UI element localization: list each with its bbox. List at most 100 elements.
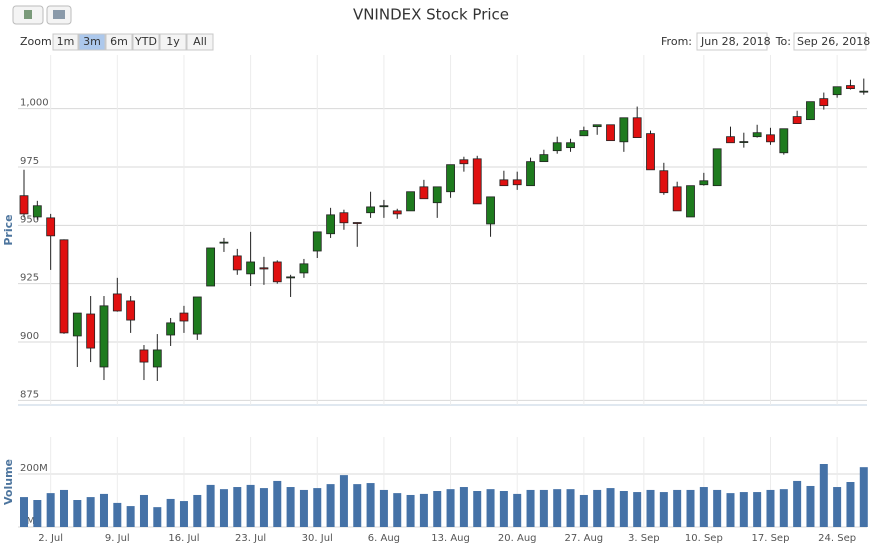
candle-body <box>792 116 802 124</box>
to-input[interactable] <box>793 32 867 51</box>
zoom-button[interactable] <box>132 33 160 51</box>
volume-bar <box>46 493 55 527</box>
volume-bar <box>299 489 308 527</box>
volume-bar <box>233 487 242 527</box>
volume-bar <box>286 487 295 527</box>
x-tick-label: 2. Jul <box>38 533 63 544</box>
volume-bar <box>339 475 348 527</box>
volume-bar <box>473 491 482 527</box>
chart-title: VNINDEX Stock Price <box>353 6 509 24</box>
candle-body <box>419 186 429 200</box>
volume-bar <box>326 484 335 527</box>
candle-body <box>672 186 682 212</box>
volume-bar <box>366 483 375 527</box>
from-input[interactable] <box>696 32 768 51</box>
zoom-button[interactable] <box>52 33 79 51</box>
candle-body <box>192 296 202 335</box>
volume-bar <box>433 491 442 527</box>
candle-body <box>579 130 589 137</box>
price-axis-title: Price <box>2 214 15 245</box>
zoom-button-label: 6m <box>110 35 128 48</box>
candle-body <box>19 195 29 215</box>
candle-body <box>859 90 869 93</box>
volume-bar <box>33 500 42 527</box>
candle-body <box>152 349 162 368</box>
candle-body <box>499 179 509 187</box>
candle-body <box>806 101 815 121</box>
candle-body <box>392 210 402 215</box>
zoom-button-label: YTD <box>134 35 157 48</box>
volume-bar <box>419 493 428 527</box>
candle-body <box>606 124 615 142</box>
candle-body <box>86 313 96 349</box>
volume-bar <box>819 464 828 527</box>
candle-body <box>632 117 642 139</box>
from-date: Jun 28, 2018 <box>700 35 771 48</box>
volume-bar <box>673 489 682 527</box>
volume-bar <box>846 482 855 527</box>
volume-bar <box>126 506 135 527</box>
volume-bar <box>113 502 122 527</box>
volume-bar <box>393 493 402 527</box>
candle-body <box>352 222 362 224</box>
candle-body <box>272 261 282 283</box>
volume-bar <box>539 489 548 527</box>
volume-bar <box>179 501 188 527</box>
volume-bar <box>153 507 162 527</box>
candle-body <box>286 276 296 279</box>
x-tick-label: 30. Jul <box>302 533 333 544</box>
volume-bar <box>646 489 655 527</box>
volume-bar <box>406 494 415 527</box>
candle-body <box>712 148 722 187</box>
candle-body <box>739 141 749 143</box>
y-tick-label: 900 <box>20 331 39 342</box>
candle-body <box>752 132 762 138</box>
volume-bar <box>593 489 602 527</box>
candle-body <box>339 212 349 224</box>
candle-body <box>139 349 149 363</box>
candle-body <box>326 214 335 235</box>
y-tick-label: 1,000 <box>20 98 49 109</box>
volume-bar <box>259 488 268 527</box>
candle-body <box>472 158 482 205</box>
candle-body <box>259 267 269 270</box>
candle-body <box>459 159 469 165</box>
download-icon <box>24 10 32 19</box>
volume-bar <box>219 489 228 527</box>
candle-body <box>246 261 256 275</box>
volume-bar <box>193 494 202 527</box>
volume-bar <box>859 467 868 527</box>
candle-body <box>446 164 455 193</box>
volume-bar <box>313 488 322 527</box>
volume-bar <box>246 484 255 527</box>
candle-body <box>526 161 535 187</box>
candle-body <box>72 312 82 337</box>
zoom-button[interactable] <box>159 33 187 51</box>
x-tick-label: 10. Sep <box>685 533 723 544</box>
volume-bar <box>806 485 815 527</box>
volume-bar <box>86 497 95 527</box>
volume-bar <box>699 487 708 527</box>
zoom-button[interactable] <box>186 33 214 51</box>
candle-body <box>619 117 629 143</box>
to-label: To: <box>775 35 791 48</box>
zoom-button[interactable] <box>78 33 106 51</box>
zoom-button-label: All <box>193 35 207 48</box>
volume-bar <box>566 489 575 527</box>
from-label: From: <box>661 35 692 48</box>
candle-body <box>406 191 415 212</box>
candle-body <box>486 196 495 225</box>
candle-body <box>779 128 789 154</box>
candle-body <box>32 205 42 218</box>
volume-bar <box>166 498 175 527</box>
volume-bar <box>753 492 762 527</box>
candle-body <box>659 170 669 194</box>
y-tick-label: 975 <box>20 156 39 167</box>
candle-body <box>206 247 216 287</box>
print-icon <box>53 10 65 19</box>
volume-bar <box>766 489 775 527</box>
volume-bar <box>99 493 108 527</box>
candle-body <box>299 263 309 274</box>
zoom-button[interactable] <box>105 33 133 51</box>
